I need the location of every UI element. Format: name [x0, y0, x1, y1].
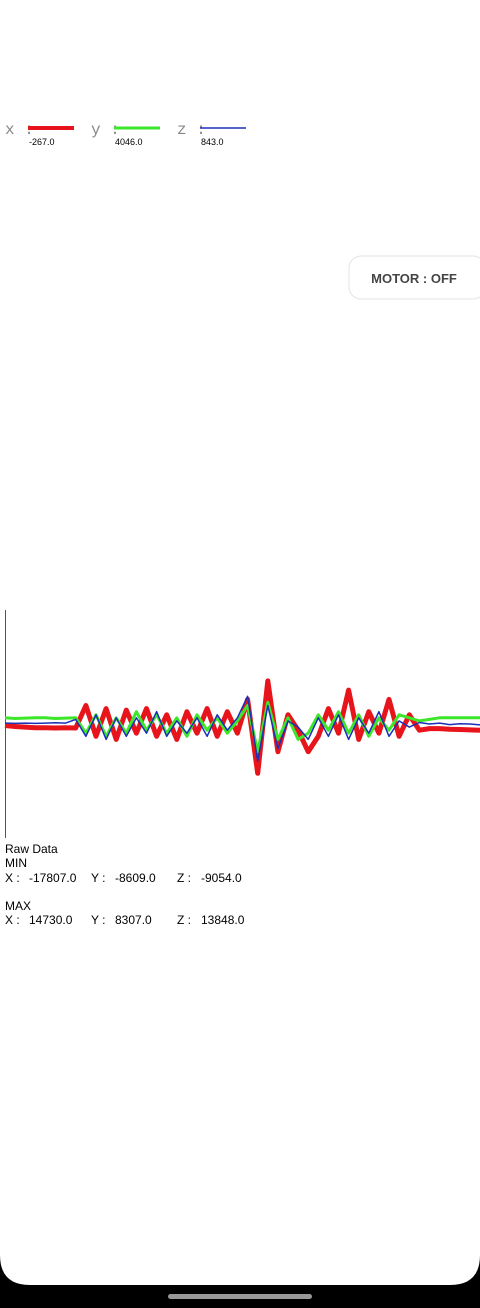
axis-label: Z : [177, 871, 191, 885]
axis-label: Z : [177, 913, 191, 927]
axis-value: -17807.0 [29, 871, 77, 885]
series-line [4, 700, 480, 754]
axis-value: 14730.0 [29, 913, 73, 927]
legend-value: 4046.0 [115, 137, 143, 147]
button-label[interactable]: MOTOR : OFF [371, 271, 457, 286]
axis-label: X : [5, 871, 20, 885]
legend-label: y : [91, 121, 120, 139]
legend-label: z : [177, 121, 206, 139]
series-line [4, 695, 480, 762]
min-label: MIN [5, 856, 27, 870]
axis-label: Y : [91, 871, 105, 885]
motor-button[interactable]: MOTOR : OFF [348, 255, 480, 300]
max-label: MAX [5, 899, 31, 913]
legend-value: 843.0 [201, 137, 224, 147]
button-bg[interactable] [348, 255, 480, 300]
axis-value: -8609.0 [115, 871, 156, 885]
axis-value: 8307.0 [115, 913, 152, 927]
axis-value: 13848.0 [201, 913, 245, 927]
axis-value: -9054.0 [201, 871, 242, 885]
series-line [4, 678, 480, 776]
home-indicator[interactable] [168, 1294, 312, 1299]
legend-value: -267.0 [29, 137, 55, 147]
legend-label: x : [5, 121, 34, 139]
raw-title: Raw Data [5, 842, 58, 856]
axis-label: X : [5, 913, 20, 927]
axis-label: Y : [91, 913, 105, 927]
